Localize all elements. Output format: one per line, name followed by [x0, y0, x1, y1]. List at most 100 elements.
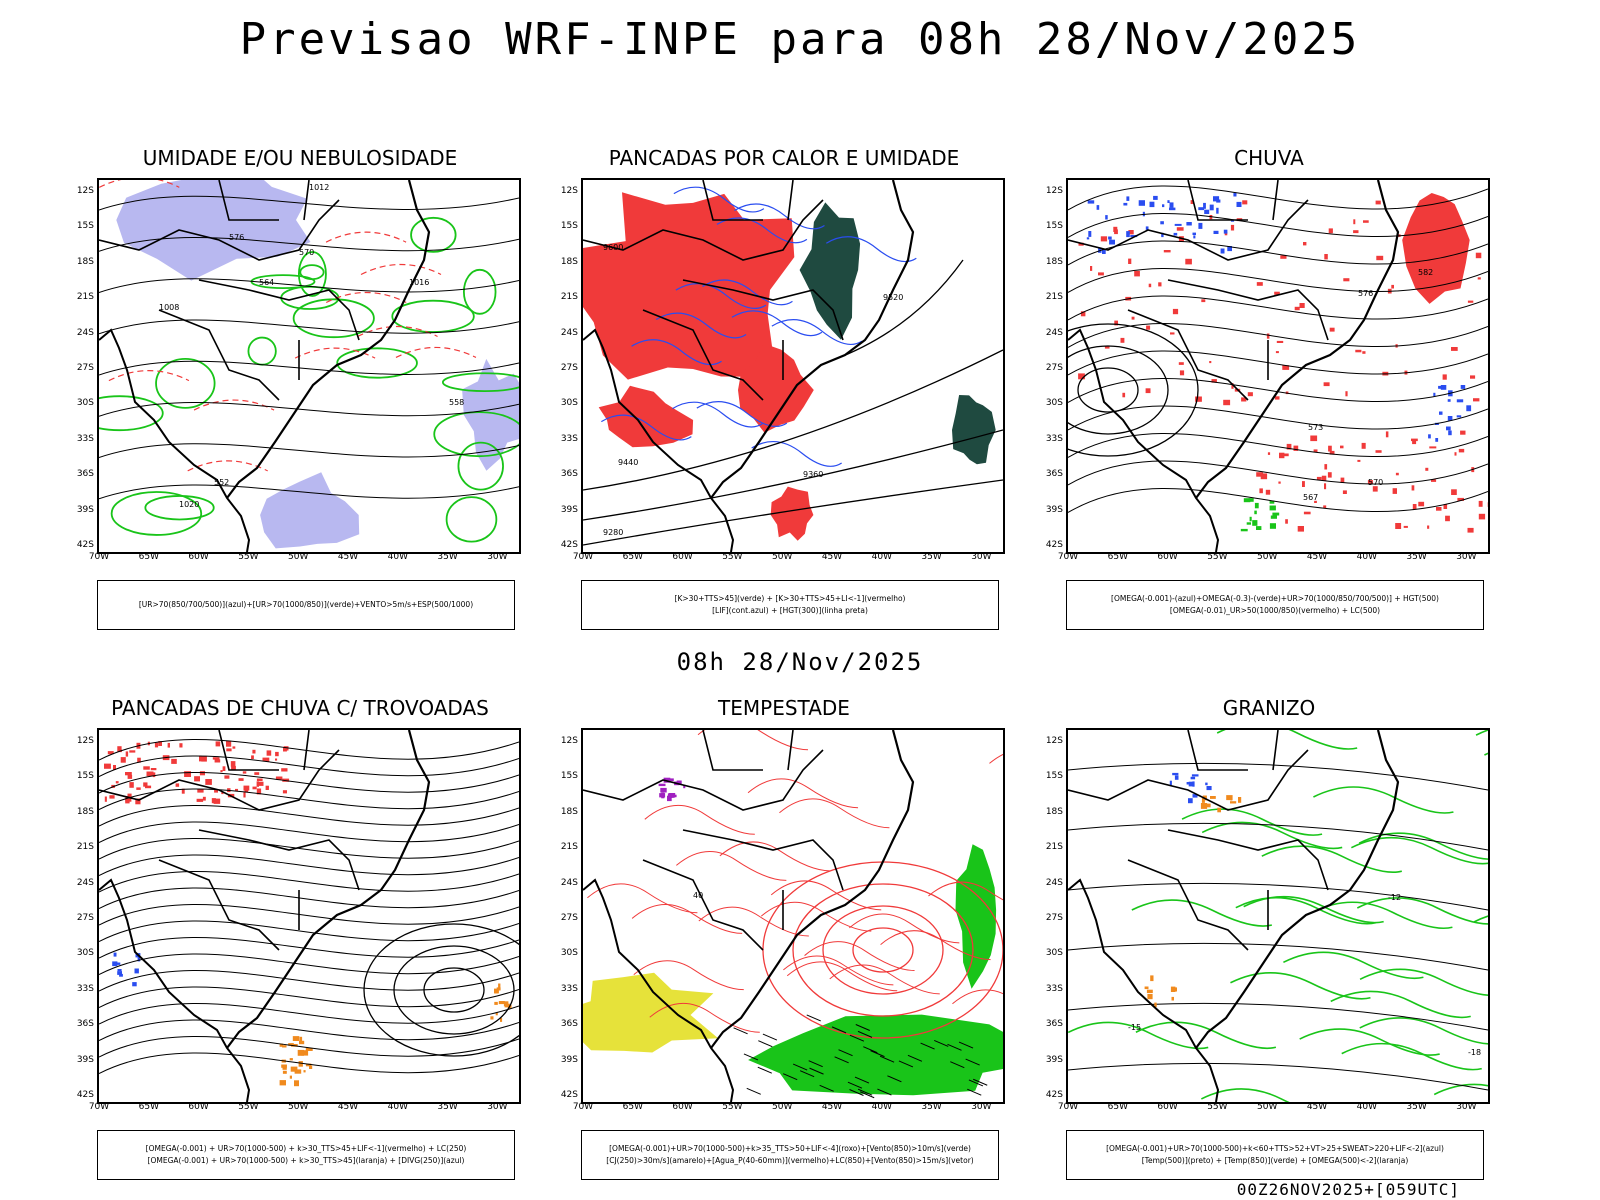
map-trovoadas[interactable] — [97, 728, 521, 1104]
map-umidade[interactable]: 1012 1008 1016 1020 576 570 564 558 552 — [97, 178, 521, 554]
storm-cell-orange — [281, 1064, 287, 1068]
lat-axis: 12S 15S 18S 21S 24S 27S 30S 33S 36S 39S 42S — [544, 178, 580, 550]
rain-cell — [1316, 476, 1322, 480]
precipitable-water-contour — [760, 901, 872, 932]
lon-tick-label: 35W — [921, 1102, 942, 1112]
severe-storm-cell — [667, 793, 675, 798]
rain-cell — [1113, 226, 1118, 232]
omega-cell — [1460, 385, 1466, 389]
omega-cell — [1435, 438, 1439, 442]
page-title: Previsao WRF-INPE para 08h 28/Nov/2025 — [239, 14, 1361, 65]
map-tempestade[interactable]: 40 — [581, 728, 1005, 1104]
rain-cell — [1310, 435, 1318, 442]
panel-trovoadas[interactable]: PANCADAS DE CHUVA C/ TROVOADAS 12S 15S 18S… — [60, 696, 540, 1180]
precipitable-water-contour — [804, 941, 915, 972]
lat-tick-label: 30S — [76, 398, 94, 409]
lon-tick-label: 45W — [337, 552, 359, 562]
lon-tick-label: 65W — [622, 552, 643, 562]
panel-granizo[interactable]: GRANIZO 12S 15S 18S 21S 24S 27S 30S 33S 36S 39S 42… — [1029, 696, 1509, 1180]
wind-vector — [854, 1076, 870, 1084]
lat-tick-label: 15S — [560, 771, 578, 782]
omega-cell — [1236, 201, 1242, 207]
storm-cell — [238, 778, 244, 781]
temp500-contour — [1068, 822, 1488, 851]
panel-pancadas-calor[interactable]: PANCADAS POR CALOR E UMIDADE 12S 15S 18S 21… — [544, 146, 1024, 630]
rain-cell — [1454, 452, 1457, 456]
lat-tick-label: 15S — [76, 771, 94, 782]
panel-chuva[interactable]: CHUVA 12S 15S 18S 21S 24S 27S 30S 33S 36S 39S 42S … — [1029, 146, 1509, 630]
omega-cell — [1198, 207, 1205, 211]
hgt-label: 9440 — [618, 458, 638, 467]
temp850-contour — [1330, 990, 1471, 1019]
lat-tick-label: 42S — [76, 540, 94, 550]
rain-cell — [1376, 255, 1384, 261]
storm-cell-orange — [498, 983, 501, 989]
storm-cell — [152, 772, 156, 778]
lat-tick-label: 21S — [560, 842, 578, 853]
storm-cell — [125, 751, 129, 757]
thickness-label: 564 — [259, 278, 274, 287]
map-granizo-svg: -12 -15 -18 — [1068, 730, 1488, 1102]
streamline-250 — [99, 953, 519, 975]
storm-cell — [107, 751, 114, 755]
coastline-west — [1068, 878, 1220, 1102]
lon-tick-label: 60W — [672, 1102, 693, 1112]
map-pancadas-calor[interactable]: 9600 9520 9440 9360 9280 — [581, 178, 1005, 554]
storm-cell — [201, 756, 207, 762]
rain-cell — [1412, 440, 1417, 445]
wind-vector — [870, 1050, 885, 1058]
panel-tempestade[interactable]: TEMPESTADE 12S 15S 18S 21S 24S 27S 30S 33S 36S 39… — [544, 696, 1024, 1180]
isobar-label: 1020 — [179, 500, 199, 509]
rain-cell — [1460, 430, 1466, 435]
low-level-vortex — [792, 883, 974, 1017]
omega-cell — [1169, 207, 1176, 211]
omega-cell — [1220, 248, 1225, 254]
map-granizo[interactable]: -12 -15 -18 — [1066, 728, 1490, 1104]
rain-cell — [1355, 349, 1362, 353]
storm-cell — [171, 758, 177, 764]
omega-strong-cell — [1201, 797, 1205, 803]
rain-cell — [1436, 507, 1442, 511]
lat-tick-label: 12S — [560, 186, 578, 196]
hgt500-contour — [1068, 460, 1488, 486]
lat-tick-label: 42S — [560, 1090, 578, 1100]
hail-risk-cell — [1205, 782, 1208, 786]
isobar-label: 1012 — [309, 183, 329, 192]
lat-tick-label: 39S — [76, 504, 94, 515]
storm-cell — [145, 785, 152, 789]
lon-tick-label: 30W — [971, 1102, 992, 1112]
omega-strong-cell — [1248, 498, 1254, 502]
storm-cell — [275, 776, 283, 780]
precipitable-water-contour — [849, 913, 960, 944]
temp500-label: -15 — [1128, 1023, 1141, 1032]
rain-cell — [1080, 311, 1086, 317]
storm-cell — [252, 749, 256, 754]
omega-strong-cell — [1210, 796, 1216, 799]
lon-tick-label: 50W — [772, 552, 793, 562]
hail-risk-cell — [1174, 775, 1179, 780]
rain-cell — [1090, 266, 1093, 271]
wind-vector — [746, 1087, 761, 1095]
lon-tick-label: 55W — [238, 1102, 259, 1112]
storm-cell-orange — [290, 1066, 298, 1072]
streamline-250 — [99, 805, 519, 827]
panel-umidade[interactable]: UMIDADE E/OU NEBULOSIDADE 12S 15S 18S 21S 24… — [60, 146, 540, 630]
state-borders — [99, 180, 360, 401]
wind-vector — [834, 1056, 849, 1064]
hgt500-label: 573 — [1308, 423, 1323, 432]
lat-tick-label: 27S — [76, 913, 94, 923]
storm-cell-orange — [305, 1048, 313, 1051]
map-chuva[interactable]: 582 576 573 570 567 — [1066, 178, 1490, 554]
wind-vector — [968, 1079, 984, 1087]
hail-risk-cell — [1186, 782, 1189, 785]
rain-cell — [1098, 272, 1104, 276]
omega-cell — [1227, 246, 1232, 252]
lon-tick-label: 35W — [437, 552, 458, 562]
lat-tick-label: 36S — [560, 469, 578, 480]
storm-cell — [275, 751, 279, 757]
storm-cell-orange — [309, 1065, 313, 1069]
lon-tick-label: 45W — [1306, 552, 1328, 562]
rain-cell — [1114, 320, 1118, 326]
omega-cell — [1198, 222, 1203, 229]
omega-cell — [1096, 205, 1100, 210]
